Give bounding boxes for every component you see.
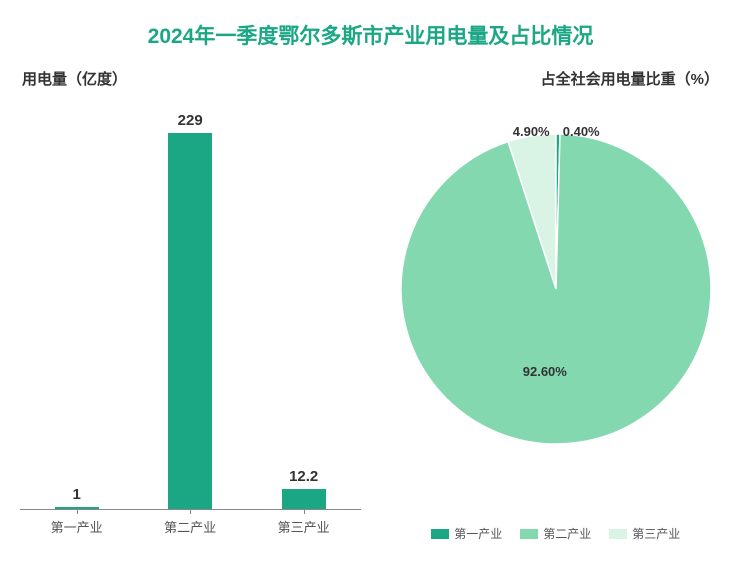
bar-group: 229第二产业: [134, 133, 247, 509]
bar-value-label: 1: [20, 486, 133, 503]
bar-value-label: 12.2: [247, 468, 360, 485]
axis-tick: [190, 509, 191, 514]
chart-title: 2024年一季度鄂尔多斯市产业用电量及占比情况: [0, 0, 741, 50]
bar-chart-subtitle: 用电量（亿度）: [22, 68, 127, 89]
pie-svg: [401, 134, 711, 444]
axis-tick: [304, 509, 305, 514]
legend-swatch: [609, 529, 627, 539]
bar-value-label: 229: [134, 112, 247, 129]
pie-slice-label: 92.60%: [523, 364, 567, 379]
bar-chart-area: 1第一产业229第二产业12.2第三产业: [20, 116, 361, 510]
legend-swatch: [520, 529, 538, 539]
bar-chart-panel: 用电量（亿度） 1第一产业229第二产业12.2第三产业: [0, 50, 371, 550]
legend-label: 第三产业: [632, 525, 680, 542]
legend-swatch: [431, 529, 449, 539]
bar-x-label: 第一产业: [20, 517, 133, 536]
pie-chart-panel: 占全社会用电量比重（%） 4.90%0.40%92.60% 第一产业第二产业第三…: [371, 50, 741, 550]
legend-label: 第一产业: [454, 525, 502, 542]
pie-chart-subtitle: 占全社会用电量比重（%）: [541, 68, 719, 89]
bar: [282, 489, 326, 509]
chart-container: 用电量（亿度） 1第一产业229第二产业12.2第三产业 占全社会用电量比重（%…: [0, 50, 741, 550]
axis-tick: [77, 509, 78, 514]
pie-legend: 第一产业 第二产业 第三产业: [371, 525, 741, 542]
bar-group: 1第一产业: [20, 507, 133, 509]
bar: [168, 133, 212, 509]
legend-label: 第二产业: [543, 525, 591, 542]
bar-group: 12.2第三产业: [247, 489, 360, 509]
legend-item: 第一产业: [431, 525, 502, 542]
bar-x-label: 第三产业: [247, 517, 360, 536]
pie-slice-label: 4.90%: [513, 124, 550, 139]
pie-chart-area: 4.90%0.40%92.60%: [401, 134, 711, 444]
legend-item: 第二产业: [520, 525, 591, 542]
bar-x-label: 第二产业: [134, 517, 247, 536]
legend-item: 第三产业: [609, 525, 680, 542]
pie-slice-label: 0.40%: [563, 124, 600, 139]
